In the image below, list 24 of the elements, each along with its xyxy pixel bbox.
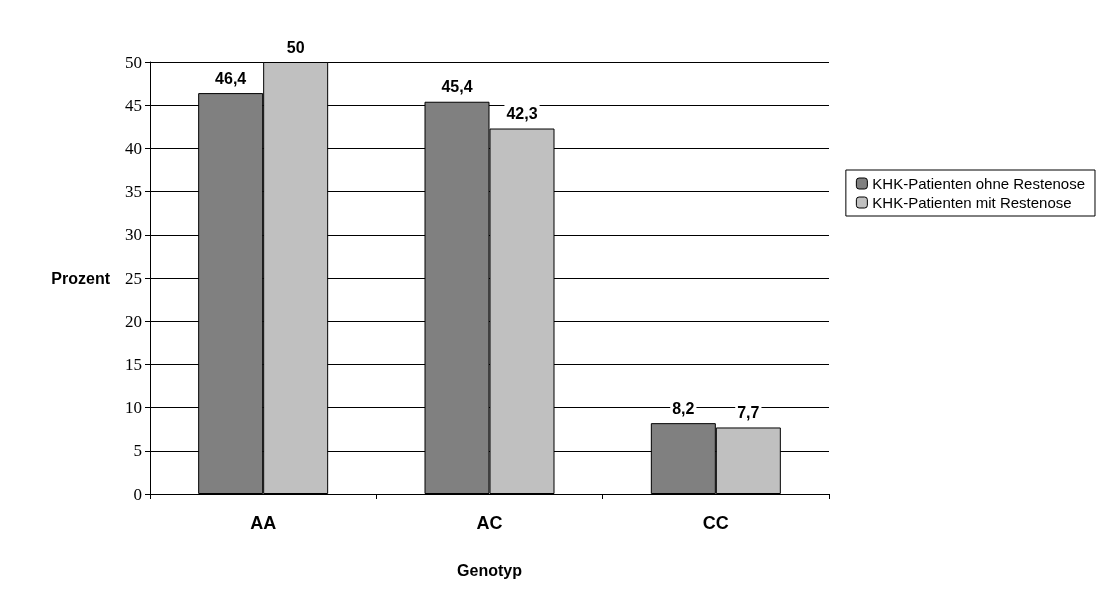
data-label: 42,3 bbox=[506, 105, 538, 123]
y-tick-label: 20 bbox=[125, 311, 142, 331]
y-tick-label: 30 bbox=[125, 225, 142, 245]
data-label: 8,2 bbox=[672, 399, 695, 417]
x-tick-label: CC bbox=[702, 513, 729, 533]
y-tick-label: 10 bbox=[125, 398, 142, 418]
y-axis-title: Prozent bbox=[51, 269, 111, 287]
x-axis-title: Genotyp bbox=[457, 561, 523, 579]
x-tick-label: AC bbox=[476, 513, 503, 533]
y-tick-label: 5 bbox=[133, 441, 142, 461]
y-tick-label: 25 bbox=[125, 268, 142, 288]
y-tick-label: 0 bbox=[133, 484, 142, 504]
data-label: 45,4 bbox=[441, 78, 473, 96]
data-label: 46,4 bbox=[215, 69, 247, 87]
y-tick-label: 15 bbox=[125, 354, 142, 374]
y-tick-label: 45 bbox=[125, 95, 142, 115]
data-label: 7,7 bbox=[737, 403, 760, 421]
y-tick-label: 50 bbox=[125, 52, 142, 72]
x-tick-label: AA bbox=[250, 513, 277, 533]
legend-label: KHK-Patienten mit Restenose bbox=[872, 194, 1072, 211]
data-label: 50 bbox=[286, 38, 305, 56]
legend-label: KHK-Patienten ohne Restenose bbox=[872, 175, 1085, 192]
y-tick-label: 35 bbox=[125, 182, 142, 202]
y-tick-label: 40 bbox=[125, 138, 142, 158]
